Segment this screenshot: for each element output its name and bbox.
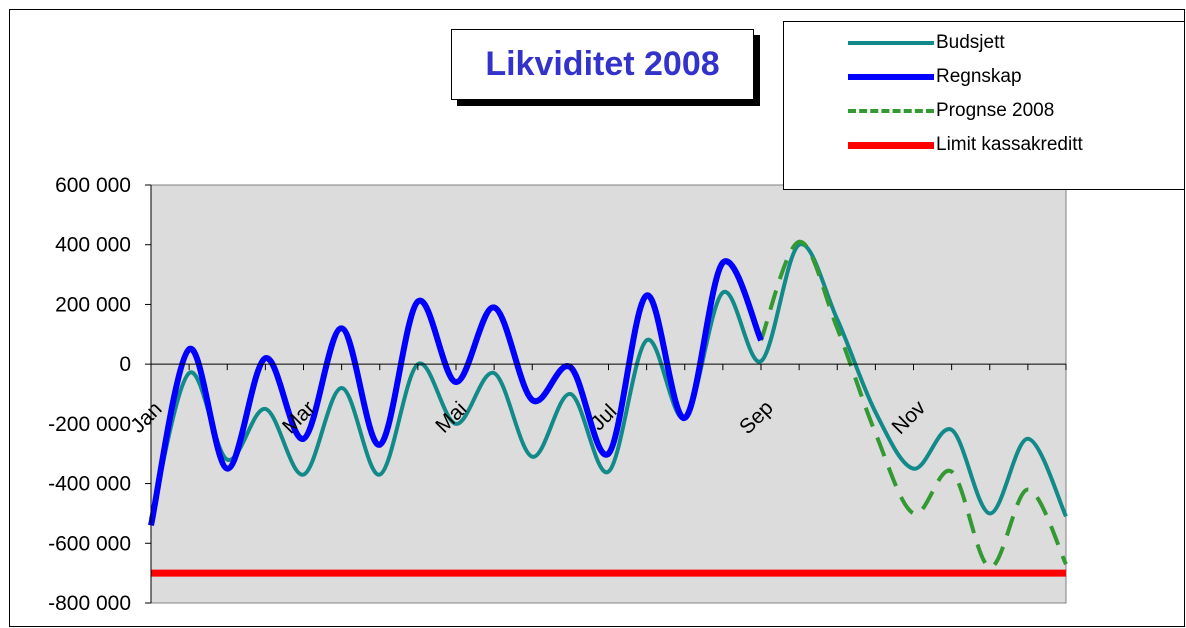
- legend-swatch: [848, 74, 934, 80]
- y-tick-label: 200 000: [55, 293, 131, 316]
- y-tick-label: 600 000: [55, 174, 131, 197]
- y-tick-label: -800 000: [48, 592, 131, 615]
- legend: Budsjett Regnskap Prognse 2008 Limit kassak…: [783, 21, 1185, 190]
- legend-item: Budsjett: [784, 28, 1184, 58]
- series-line-budsjett: [149, 242, 1068, 520]
- legend-label: Regnskap: [936, 66, 1022, 87]
- legend-item: Limit kassakreditt: [784, 130, 1184, 160]
- chart-title: Likviditet 2008: [451, 29, 754, 100]
- plot-area: [150, 184, 1067, 604]
- series-line-regnskap: [148, 258, 764, 527]
- y-tick-label: -600 000: [48, 532, 131, 555]
- y-tick-label: 400 000: [55, 234, 131, 257]
- legend-swatch: [848, 41, 934, 45]
- y-tick-label: -400 000: [48, 473, 131, 496]
- legend-item: Regnskap: [784, 62, 1184, 92]
- legend-swatch: [848, 141, 934, 149]
- y-tick-label: -200 000: [48, 413, 131, 436]
- legend-item: Prognse 2008: [784, 96, 1184, 126]
- legend-label: Budsjett: [936, 32, 1005, 53]
- legend-label: Limit kassakreditt: [936, 134, 1083, 155]
- legend-label: Prognse 2008: [936, 100, 1055, 121]
- y-tick-label: 0: [119, 353, 131, 376]
- legend-swatch: [848, 109, 934, 113]
